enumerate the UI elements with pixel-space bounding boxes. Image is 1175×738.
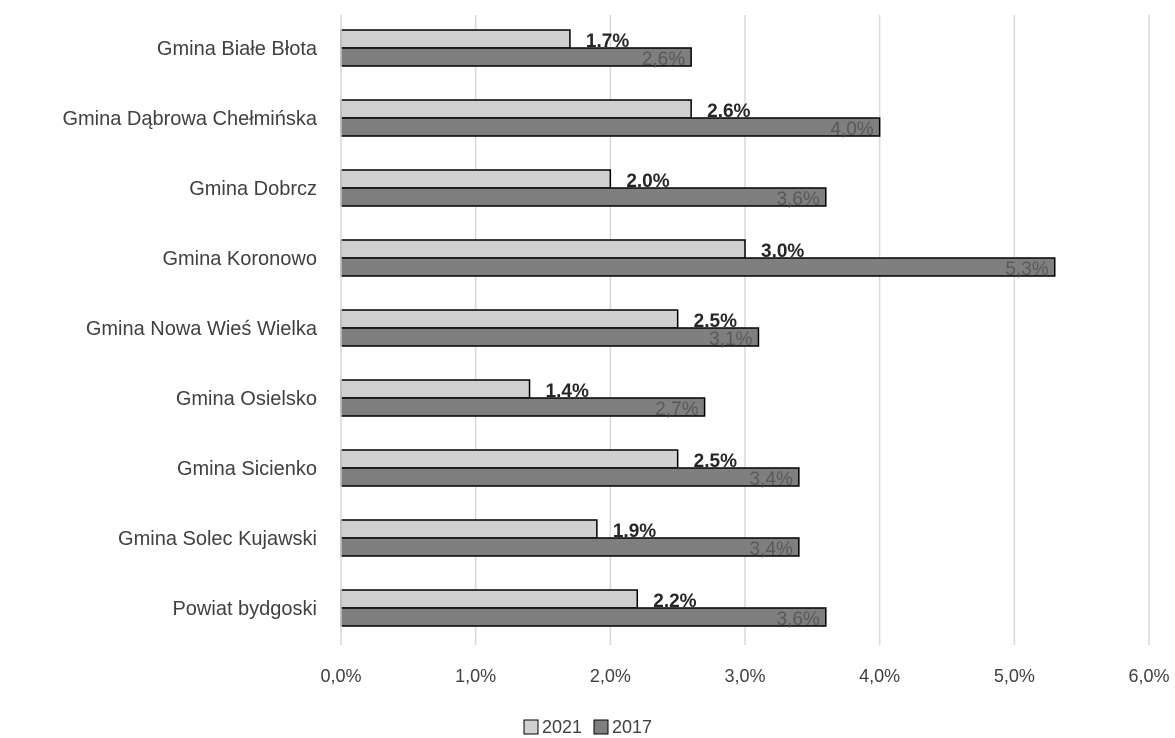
bar-2021	[340, 169, 612, 189]
data-label-2017: 3,4%	[750, 469, 793, 490]
data-label-2021: 2.0%	[626, 171, 669, 192]
bar-2021	[340, 519, 598, 539]
x-tick-labels: 0,0% 1,0% 2,0% 3,0% 4,0% 5,0% 6,0%	[320, 666, 1169, 686]
category-label: Gmina Koronowo	[162, 248, 317, 270]
x-tick-label: 3,0%	[724, 666, 765, 686]
bar-2017	[340, 257, 1056, 277]
data-label-2021: 1.4%	[546, 381, 589, 402]
bar-2021	[340, 449, 679, 469]
data-label-2017: 5,3%	[1005, 259, 1048, 280]
data-label-2021: 1.9%	[613, 521, 656, 542]
data-label-2021: 2.5%	[694, 311, 737, 332]
data-label-2021: 2.2%	[653, 591, 696, 612]
category-labels: Gmina Białe Błota Gmina Dąbrowa Chełmińsk…	[62, 38, 317, 620]
legend-label-2017: 2017	[612, 717, 652, 737]
x-tick-label: 6,0%	[1128, 666, 1169, 686]
x-tick-label: 5,0%	[994, 666, 1035, 686]
category-label: Gmina Dąbrowa Chełmińska	[62, 108, 317, 130]
data-label-2021: 3.0%	[761, 241, 804, 262]
data-labels: 1.7%2,6%2.6%4,0%2.0%3,6%3.0%5,3%2.5%3,1%…	[546, 31, 1049, 630]
x-tick-label: 0,0%	[320, 666, 361, 686]
bar-2021	[340, 309, 679, 329]
bar-2021	[340, 239, 746, 259]
category-label: Gmina Białe Błota	[157, 38, 318, 60]
category-label: Gmina Solec Kujawski	[118, 528, 317, 550]
category-label: Gmina Dobrcz	[189, 178, 317, 200]
data-label-2017: 3,6%	[776, 609, 819, 630]
x-tick-label: 2,0%	[590, 666, 631, 686]
bar-2017	[340, 117, 881, 137]
data-label-2017: 3,1%	[709, 329, 752, 350]
bar-2021	[340, 99, 692, 119]
legend-swatch-2021	[523, 719, 539, 735]
data-label-2017: 4,0%	[830, 119, 873, 140]
data-label-2021: 2.6%	[707, 101, 750, 122]
data-label-2017: 2,6%	[642, 49, 685, 70]
legend-swatch-2017	[593, 719, 609, 735]
data-label-2021: 1.7%	[586, 31, 629, 52]
legend-label-2021: 2021	[542, 717, 582, 737]
bar-2021	[340, 379, 531, 399]
category-label: Powiat bydgoski	[172, 598, 317, 620]
bar-2017	[340, 397, 706, 417]
bar-2017	[340, 607, 827, 627]
legend: 2021 2017	[523, 717, 652, 737]
x-tick-label: 1,0%	[455, 666, 496, 686]
bar-2021	[340, 29, 571, 49]
data-label-2021: 2.5%	[694, 451, 737, 472]
category-label: Gmina Sicienko	[177, 458, 317, 480]
bar-2017	[340, 47, 692, 67]
bar-2021	[340, 589, 639, 609]
category-label: Gmina Nowa Wieś Wielka	[86, 318, 318, 340]
x-tick-label: 4,0%	[859, 666, 900, 686]
data-label-2017: 2,7%	[655, 399, 698, 420]
data-label-2017: 3,4%	[750, 539, 793, 560]
data-label-2017: 3,6%	[776, 189, 819, 210]
category-label: Gmina Osielsko	[176, 388, 317, 410]
bar-2017	[340, 187, 827, 207]
bar-2017	[340, 537, 800, 557]
